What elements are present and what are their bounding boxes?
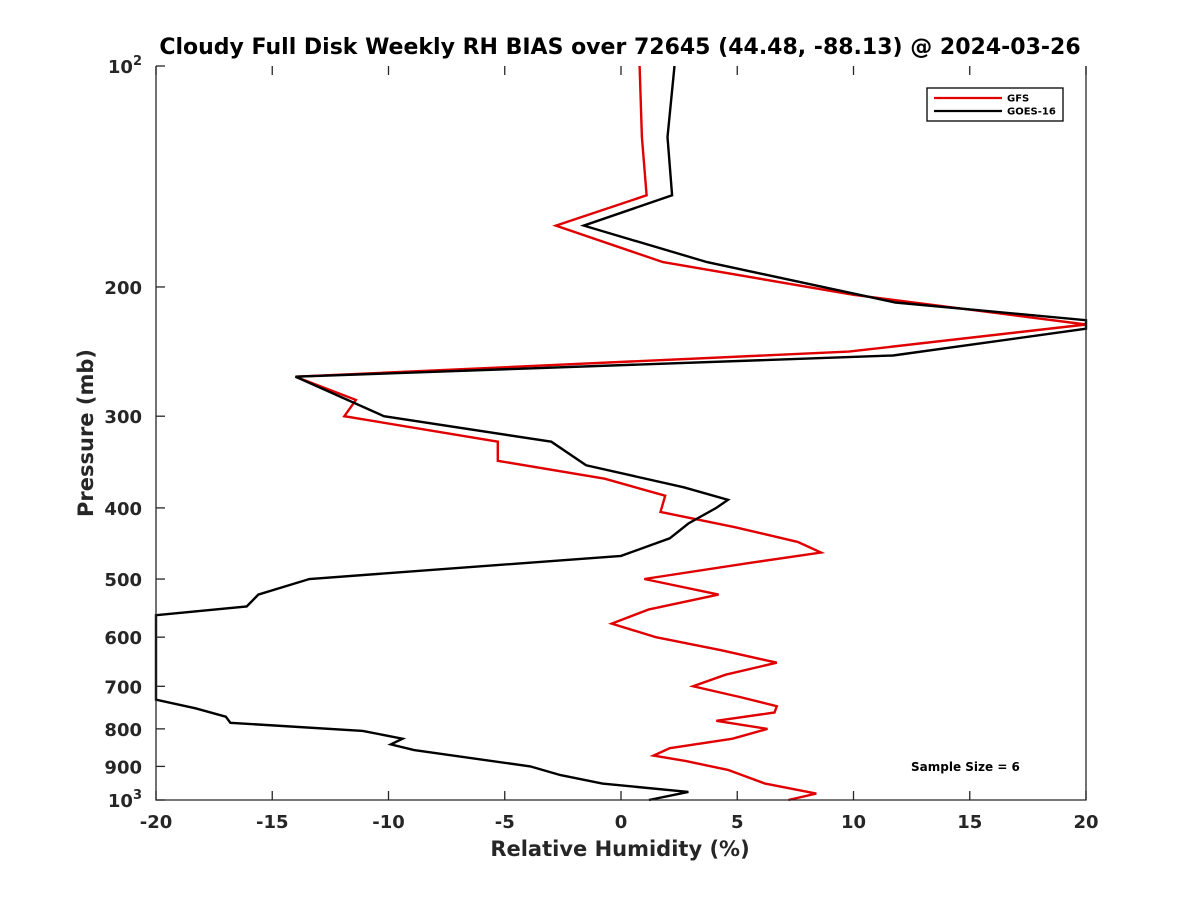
legend: GFS GOES-16 <box>926 87 1064 122</box>
y-tick-label: 200 <box>104 278 142 299</box>
x-tick-label: 20 <box>1073 812 1098 833</box>
sample-size-annotation: Sample Size = 6 <box>911 760 1020 774</box>
y-tick-label: 400 <box>104 499 142 520</box>
y-tick-label: 600 <box>104 628 142 649</box>
x-tick-label: -10 <box>372 812 405 833</box>
y-tick-label: 500 <box>104 570 142 591</box>
y-axis-title: Pressure (mb) <box>74 349 98 517</box>
legend-label-gfs: GFS <box>1007 94 1029 105</box>
y-tick-label: 700 <box>104 677 142 698</box>
legend-box <box>926 87 1064 122</box>
x-tick-label: 10 <box>841 812 866 833</box>
y-tick-label: 300 <box>104 407 142 428</box>
x-tick-label: -15 <box>256 812 289 833</box>
chart-title: Cloudy Full Disk Weekly RH BIAS over 726… <box>159 35 1080 60</box>
series-line-goes-16 <box>154 65 1088 802</box>
y-tick-label: 102 <box>108 54 142 78</box>
x-tick-label: 15 <box>957 812 982 833</box>
y-tick-label: 800 <box>104 720 142 741</box>
plot-area <box>156 66 1086 800</box>
x-axis-title: Relative Humidity (%) <box>490 837 749 861</box>
y-tick-label: 103 <box>108 788 142 812</box>
y-tick-label: 900 <box>104 757 142 778</box>
x-tick-label: -20 <box>140 812 173 833</box>
series-layer <box>154 65 1088 802</box>
x-tick-label: 5 <box>731 812 744 833</box>
series-line-gfs <box>295 65 1087 802</box>
x-tick-label: 0 <box>615 812 628 833</box>
tick-layer: -20 -15 -10 -5 0 5 10 15 20 102 200 300 400 500 600 700… <box>104 54 1098 833</box>
legend-label-goes16: GOES-16 <box>1007 107 1056 118</box>
x-tick-label: -5 <box>495 812 515 833</box>
